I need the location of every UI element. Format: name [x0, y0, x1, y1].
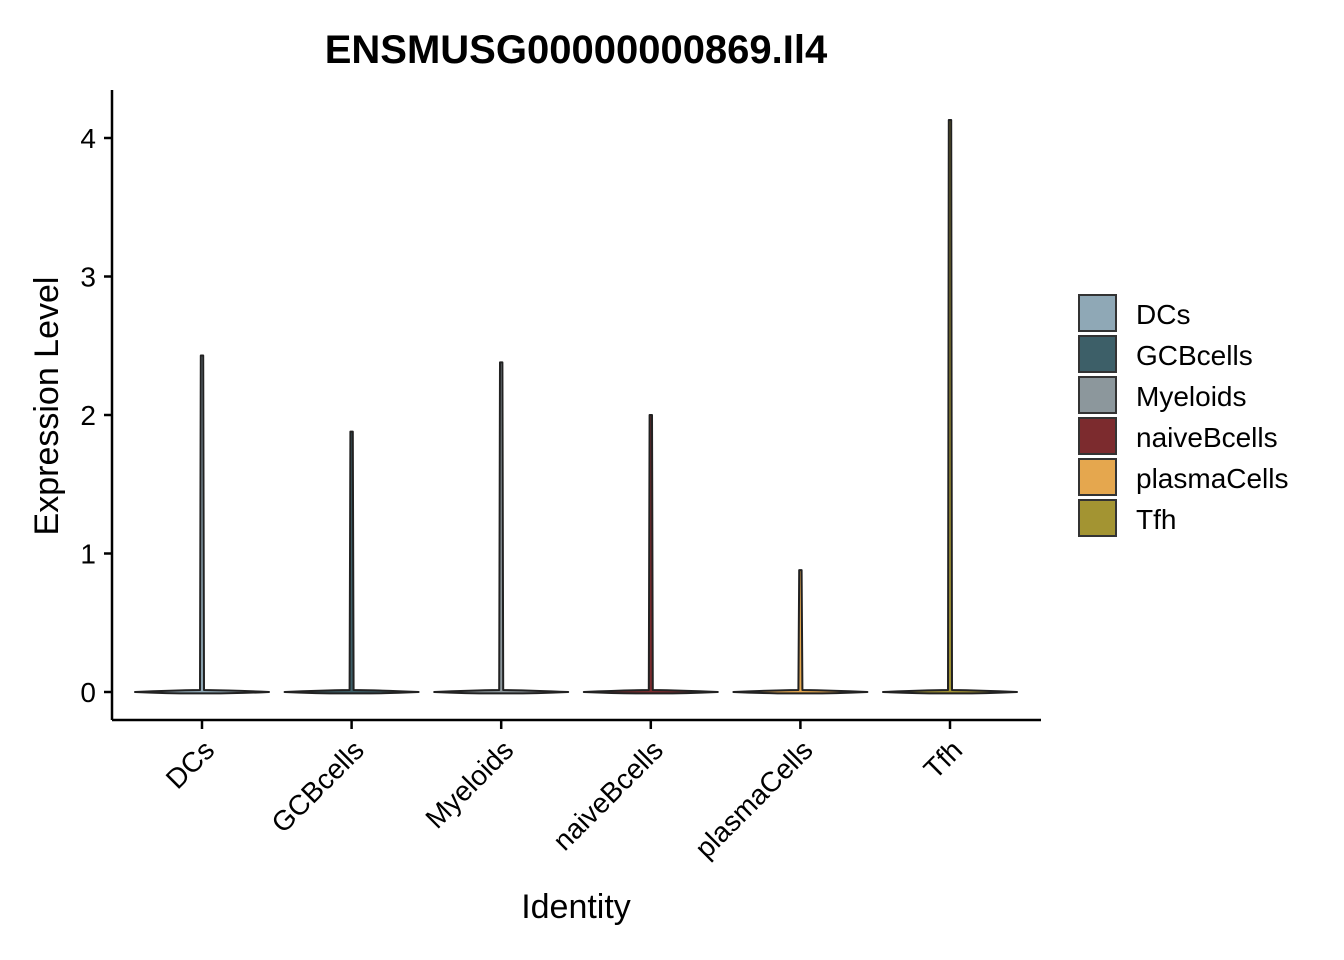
legend: DCs GCBcells Myeloids naiveBcells plasmaCell…	[1078, 294, 1289, 537]
violin-shape	[732, 569, 869, 695]
legend-item-DCs: DCs	[1078, 294, 1190, 332]
legend-label: GCBcells	[1136, 340, 1253, 371]
violin-DCs	[134, 354, 270, 695]
violin-Tfh	[882, 118, 1018, 695]
y-tick-label: 1	[80, 539, 96, 570]
legend-swatch	[1078, 417, 1117, 455]
x-tick-label: Tfh	[918, 734, 969, 785]
x-tick-label: DCs	[160, 734, 220, 794]
y-tick-label: 0	[80, 677, 96, 708]
violin-shape	[134, 354, 270, 695]
legend-item-naiveBcells: naiveBcells	[1078, 417, 1278, 455]
legend-swatch	[1078, 458, 1117, 496]
x-tick-label: plasmaCells	[689, 734, 819, 864]
y-tick-label: 4	[80, 123, 96, 154]
legend-item-GCBcells: GCBcells	[1078, 335, 1253, 373]
legend-label: naiveBcells	[1136, 422, 1278, 453]
violin-shape	[582, 414, 719, 695]
legend-item-plasmaCells: plasmaCells	[1078, 458, 1289, 496]
legend-label: plasmaCells	[1136, 463, 1289, 494]
legend-swatch	[1078, 294, 1117, 332]
y-axis-title: Expression Level	[28, 277, 66, 536]
legend-item-Myeloids: Myeloids	[1078, 376, 1246, 414]
y-axis-ticks: 0 1 2 3 4	[80, 123, 112, 708]
violin-shape	[433, 361, 570, 695]
violin-plasmaCells	[732, 569, 869, 695]
x-tick-label: Myeloids	[419, 734, 519, 834]
x-axis-title: Identity	[521, 888, 631, 926]
legend-label: Tfh	[1136, 504, 1176, 535]
chart-title: ENSMUSG00000000869.Il4	[325, 28, 828, 72]
x-tick-label: GCBcells	[265, 734, 369, 838]
violin-shape	[283, 430, 420, 695]
legend-swatch	[1078, 499, 1117, 537]
x-axis-ticks: DCs GCBcells Myeloids naiveBcells plasmaCell…	[160, 720, 968, 864]
legend-item-Tfh: Tfh	[1078, 499, 1176, 537]
violin-shape	[882, 118, 1018, 695]
y-tick-label: 2	[80, 400, 96, 431]
violin-Myeloids	[433, 361, 570, 695]
plot-area	[134, 118, 1018, 695]
legend-swatch	[1078, 376, 1117, 414]
legend-label: DCs	[1136, 299, 1190, 330]
violin-GCBcells	[283, 430, 420, 695]
legend-swatch	[1078, 335, 1117, 373]
legend-label: Myeloids	[1136, 381, 1246, 412]
y-tick-label: 3	[80, 262, 96, 293]
x-tick-label: naiveBcells	[547, 734, 669, 856]
violin-naiveBcells	[582, 414, 719, 695]
